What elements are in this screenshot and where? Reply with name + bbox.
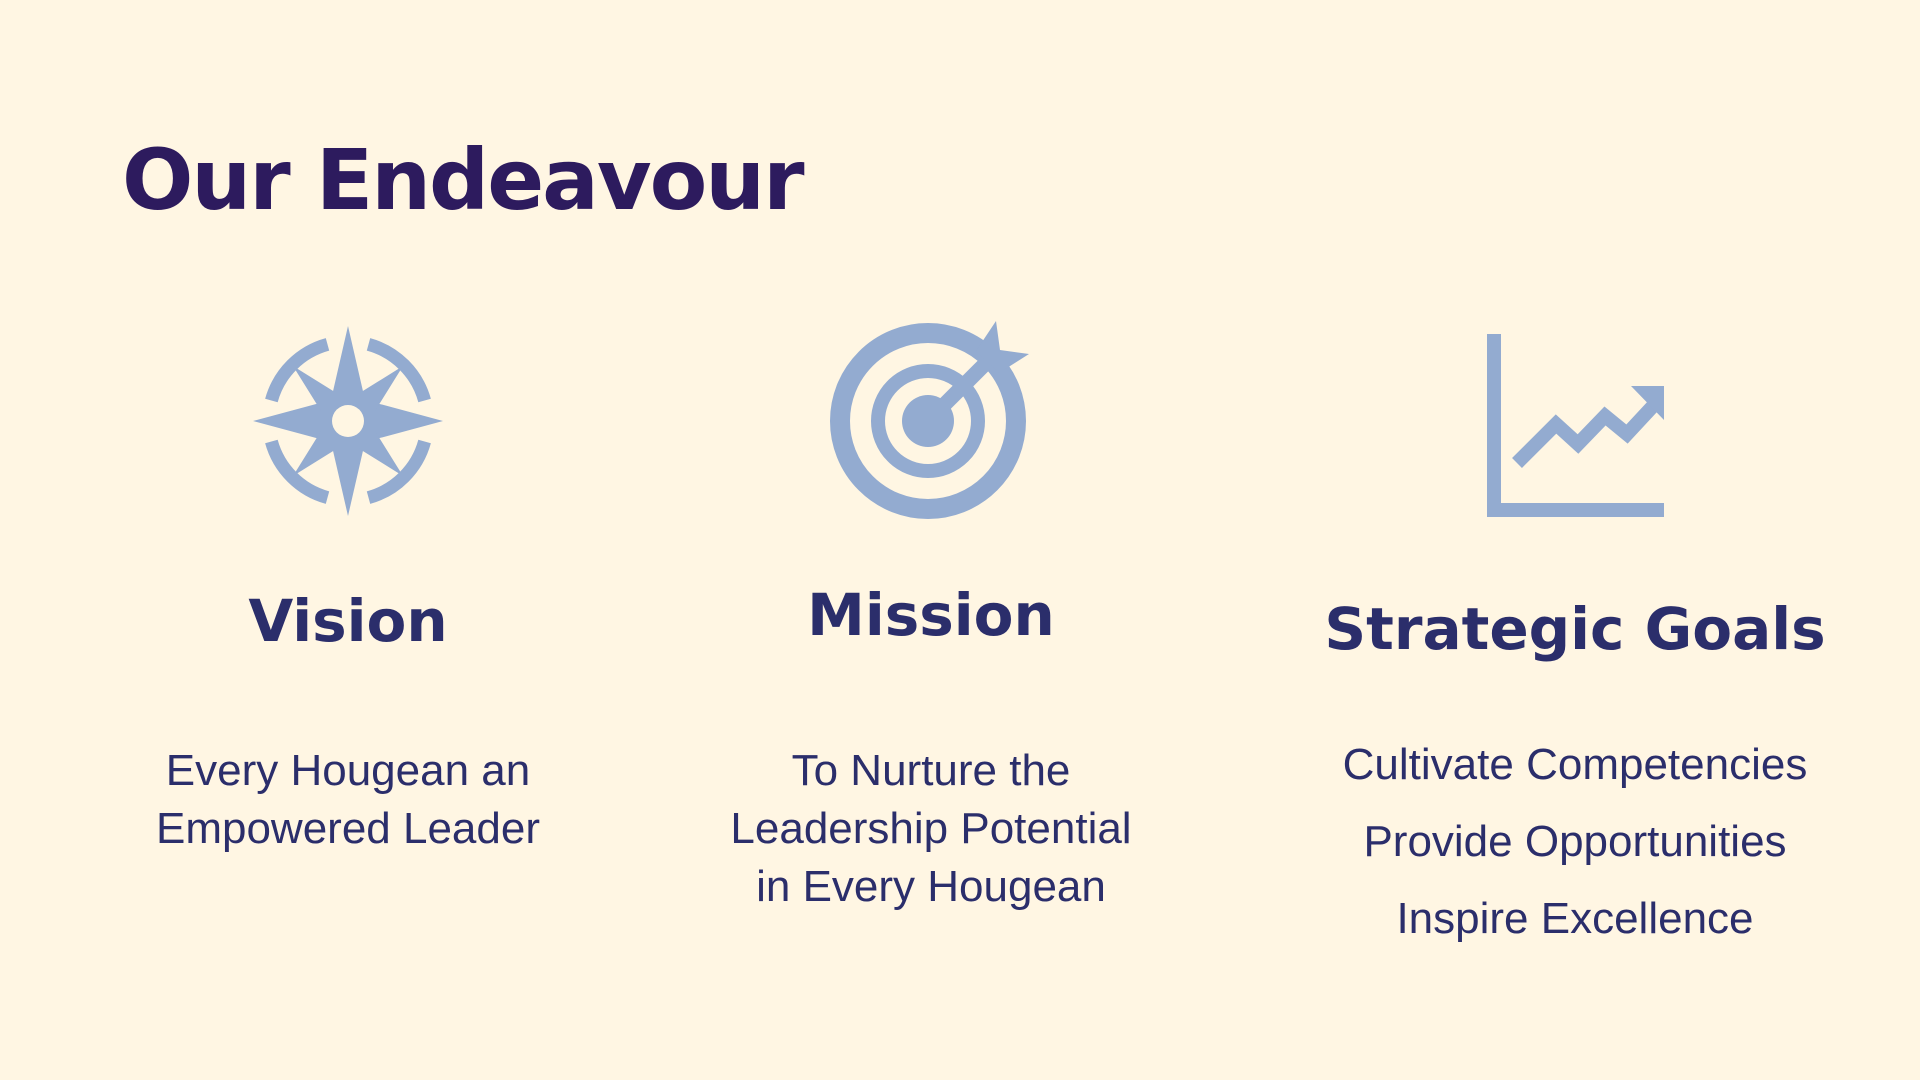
mission-heading: Mission <box>807 581 1055 649</box>
vision-heading: Vision <box>248 587 448 655</box>
mission-line: Leadership Potential <box>730 804 1132 853</box>
goal-item: Provide Opportunities <box>1363 817 1787 866</box>
compass-icon <box>243 316 453 526</box>
slide-title: Our Endeavour <box>122 131 805 229</box>
vision-line: Empowered Leader <box>155 804 540 853</box>
mission-line: in Every Hougean <box>756 862 1106 911</box>
strategic-goals-list: Cultivate Competencies Provide Opportuni… <box>1295 736 1855 967</box>
mission-line: To Nurture the <box>791 746 1071 795</box>
growth-chart-icon <box>1470 316 1680 526</box>
strategic-goals-heading: Strategic Goals <box>1324 595 1826 663</box>
mission-statement: To Nurture the Leadership Potential in E… <box>651 742 1211 916</box>
vision-line: Every Hougean an <box>165 746 531 795</box>
vision-statement: Every Hougean an Empowered Leader <box>68 742 628 858</box>
target-icon <box>826 316 1036 526</box>
goal-item: Inspire Excellence <box>1396 894 1754 943</box>
goal-item: Cultivate Competencies <box>1342 740 1808 789</box>
